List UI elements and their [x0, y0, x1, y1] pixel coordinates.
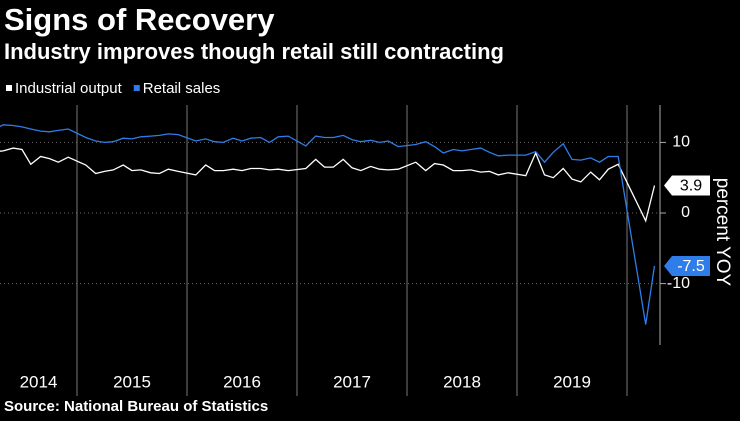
legend-label: Industrial output: [15, 80, 123, 97]
x-tick-label: 2016: [223, 372, 261, 391]
legend-swatch: [133, 85, 140, 91]
callout-box: [664, 175, 710, 196]
y-axis-label: percent YOY: [712, 178, 733, 287]
x-tick-label: 2017: [333, 372, 371, 391]
end-value-label: 3.9: [680, 178, 702, 195]
end-value-label: -7.5: [677, 258, 705, 275]
chart-subtitle: Industry improves though retail still co…: [4, 39, 504, 64]
series-line: [0, 147, 656, 223]
x-tick-label: 2019: [553, 372, 591, 391]
y-tick-label: 0: [681, 204, 690, 221]
y-tick-label: -10: [667, 275, 690, 292]
x-tick-label: 2018: [443, 372, 481, 391]
source: Source: National Bureau of Statistics: [4, 398, 268, 415]
y-tick-label: 10: [672, 134, 690, 151]
legend-label: Retail sales: [143, 80, 221, 97]
x-tick-label: 2014: [20, 372, 58, 391]
callout-box: [664, 255, 710, 276]
end-callout: 3.9: [664, 175, 710, 196]
series-line: [0, 124, 656, 325]
legend-swatch: [6, 85, 12, 91]
chart-title: Signs of Recovery: [4, 2, 275, 37]
end-callout: -7.5: [664, 255, 710, 276]
x-tick-label: 2015: [113, 372, 151, 391]
